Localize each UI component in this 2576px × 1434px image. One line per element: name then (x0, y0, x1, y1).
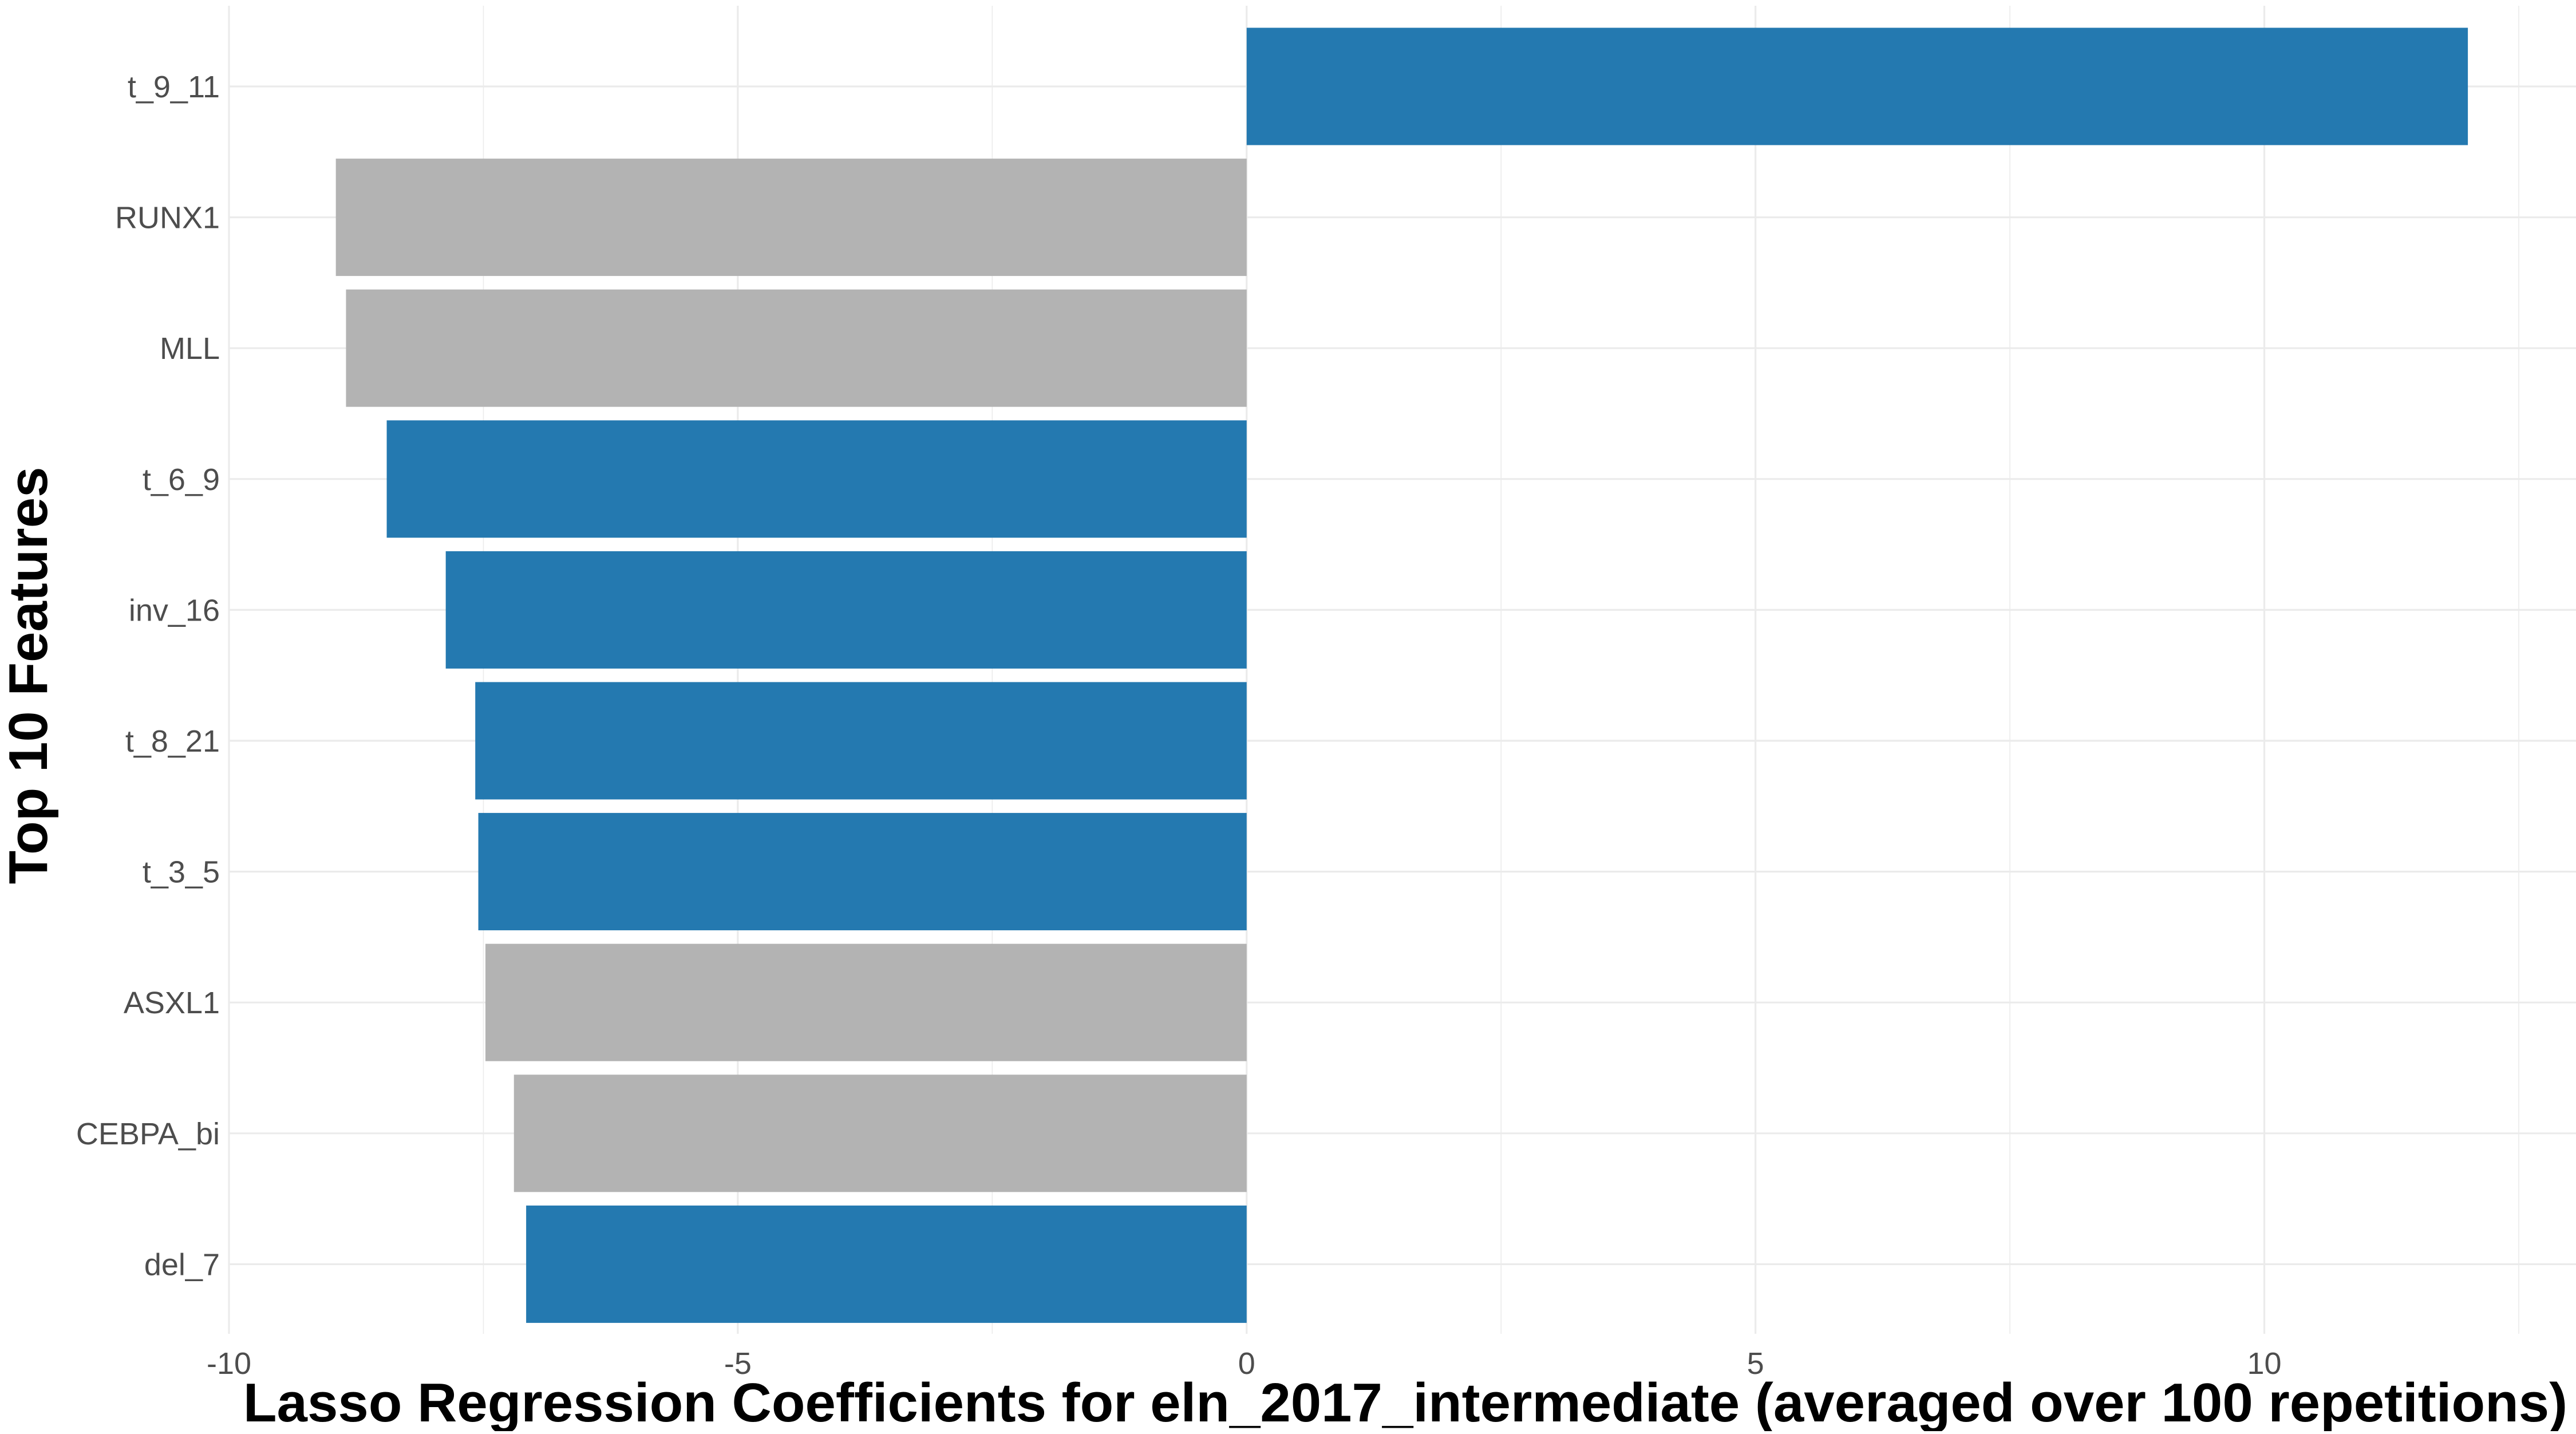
y-tick-label: t_3_5 (143, 855, 220, 890)
bar-t-6-9 (386, 420, 1247, 538)
y-tick-label: ASXL1 (124, 986, 220, 1020)
x-axis-title: Lasso Regression Coefficients for eln_20… (243, 1372, 2567, 1431)
y-tick-label: t_8_21 (125, 724, 220, 759)
y-tick-labels: t_9_11 RUNX1 MLL t_6_9 inv_16 t_8_21 t_3_5 ASXL… (76, 70, 220, 1282)
x-tick-label: 0 (1238, 1346, 1255, 1381)
x-tick-label: -5 (724, 1346, 752, 1381)
y-tick-label: RUNX1 (115, 201, 220, 235)
bar-t-8-21 (475, 682, 1247, 800)
bar-t-9-11 (1246, 27, 2468, 145)
y-tick-label: t_9_11 (128, 70, 220, 104)
bar-del-7 (526, 1205, 1247, 1323)
y-tick-label: CEBPA_bi (76, 1117, 220, 1151)
bars (335, 27, 2468, 1323)
x-tick-labels: -10 -5 0 5 10 (207, 1346, 2282, 1381)
y-axis-title: Top 10 Features (0, 467, 59, 884)
bar-mll (346, 289, 1247, 407)
y-tick-label: del_7 (144, 1247, 220, 1282)
y-tick-label: MLL (160, 331, 220, 366)
x-tick-label: -10 (207, 1346, 251, 1381)
bar-cebpa-bi (513, 1074, 1247, 1192)
bar-runx1 (335, 159, 1247, 276)
bar-asxl1 (485, 943, 1247, 1061)
x-tick-label: 10 (2247, 1346, 2282, 1381)
y-tick-label: inv_16 (129, 593, 220, 627)
x-tick-label: 5 (1747, 1346, 1764, 1381)
bar-inv-16 (445, 551, 1247, 669)
bar-t-3-5 (478, 813, 1247, 931)
y-tick-label: t_6_9 (143, 463, 220, 497)
